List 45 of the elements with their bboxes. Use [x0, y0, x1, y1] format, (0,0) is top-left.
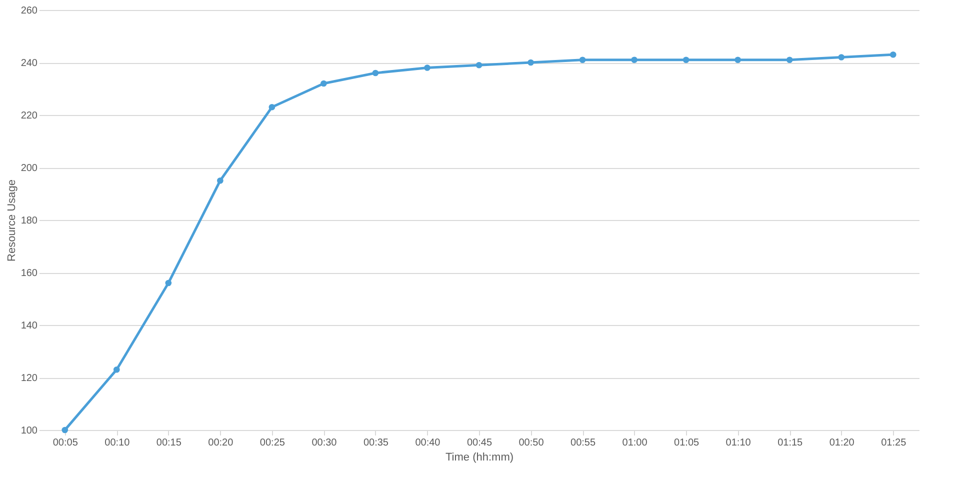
x-tick-label: 00:35: [363, 438, 389, 448]
x-tick-label: 00:45: [466, 438, 492, 448]
x-tick-label: 00:05: [52, 438, 78, 448]
point: [320, 80, 327, 87]
y-tick-label: 140: [20, 320, 38, 332]
point: [631, 56, 638, 64]
x-tick-label: 00:10: [104, 438, 130, 448]
x-tick-label: 01:05: [674, 438, 700, 448]
x-tick-label: 00:50: [518, 438, 544, 448]
x-tick-label: 00:30: [312, 438, 338, 448]
point: [838, 54, 845, 60]
y-tick-label: 260: [20, 6, 38, 16]
point: [579, 56, 586, 64]
point: [528, 59, 534, 66]
point: [217, 177, 224, 184]
point: [372, 70, 379, 76]
point: [476, 62, 482, 68]
x-tick-label: 01:15: [778, 438, 804, 448]
point: [113, 366, 120, 373]
point: [734, 56, 741, 64]
x-tick-label: 00:15: [156, 438, 182, 448]
point: [890, 51, 896, 58]
x-tick-label: 00:40: [415, 438, 441, 448]
x-tick-label: 00:55: [570, 438, 596, 448]
x-tick-label: 01:00: [622, 438, 648, 448]
y-tick-label: 120: [20, 373, 38, 384]
point: [268, 104, 276, 110]
y-tick-label: 220: [20, 110, 38, 122]
y-tick-label: 100: [20, 426, 38, 436]
y-tick-label: 180: [20, 216, 38, 226]
point: [424, 64, 430, 71]
y-tick-label: 200: [20, 163, 38, 174]
y-tick-label: 240: [20, 58, 38, 69]
x-tick-label: 01:25: [881, 438, 907, 448]
y-tick-label: 160: [20, 268, 38, 279]
point: [165, 280, 172, 286]
y-axis-title: Resource Usage: [6, 180, 18, 262]
x-tick-label: 01:10: [726, 438, 752, 448]
x-tick-label: 00:25: [260, 438, 286, 448]
x-tick-label: 01:20: [829, 438, 855, 448]
point: [682, 56, 690, 64]
point: [62, 426, 68, 434]
x-axis-title: Time (hh:mm): [445, 452, 514, 464]
point: [786, 56, 793, 64]
x-tick-label: 00:20: [208, 438, 234, 448]
